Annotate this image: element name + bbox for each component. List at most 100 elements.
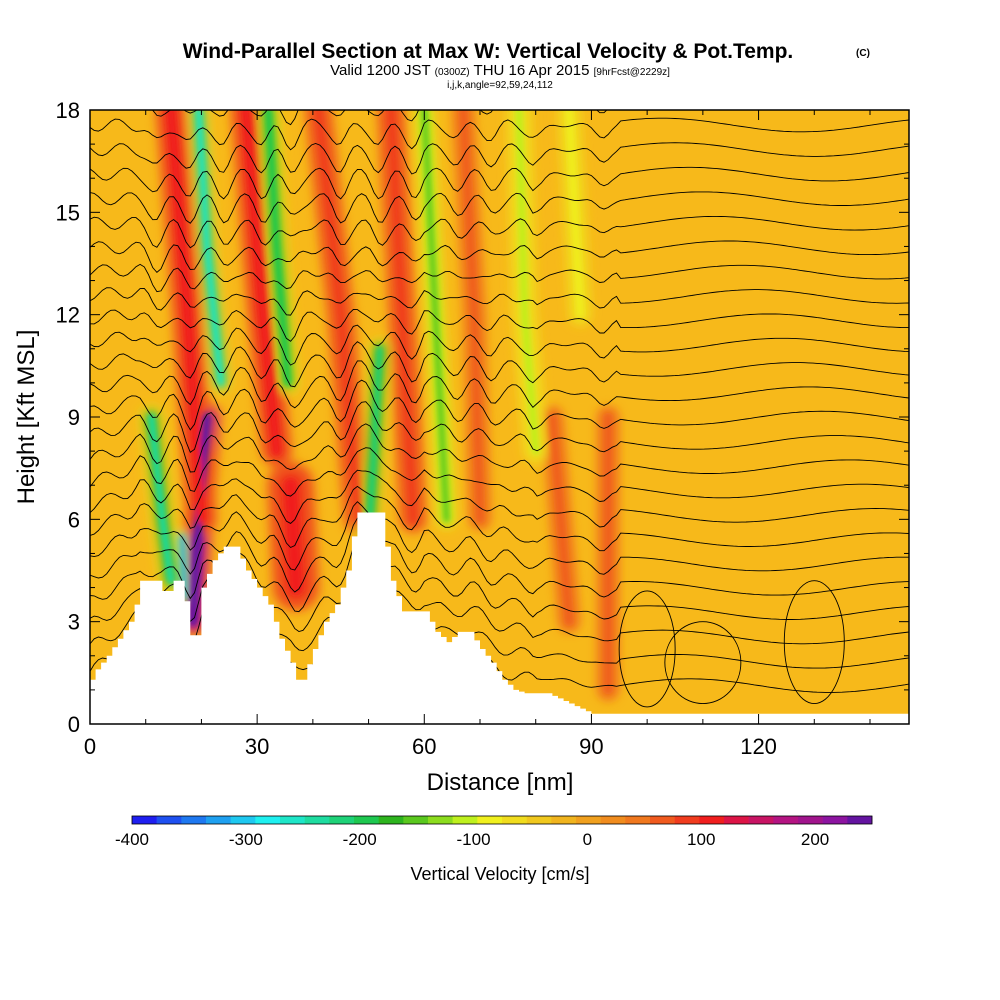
isentrope-line xyxy=(90,324,909,366)
colorbar-swatch xyxy=(206,816,231,824)
colorbar-tick-label: 0 xyxy=(583,830,592,849)
y-tick-label: 18 xyxy=(56,98,80,123)
colorbar-swatch xyxy=(773,816,799,824)
isentrope-line xyxy=(90,485,909,552)
plot-area xyxy=(90,110,909,724)
isentrope-line xyxy=(90,379,909,431)
downdraft-core xyxy=(147,413,175,585)
y-axis: 0 3 6 9 12 15 18 xyxy=(56,98,909,737)
x-axis: 0 30 60 90 120 xyxy=(84,110,871,759)
copyright-mark: (C) xyxy=(856,48,870,59)
chart-title: Wind-Parallel Section at Max W: Vertical… xyxy=(183,40,794,63)
colorbar-tick-label: -300 xyxy=(229,830,263,849)
y-tick-label: 9 xyxy=(68,405,80,430)
isentrope-line xyxy=(90,447,909,502)
isentrope-line xyxy=(90,240,909,274)
isentrope-line xyxy=(90,191,909,224)
isentrope-line xyxy=(90,341,909,388)
colorbar-swatch xyxy=(156,816,182,824)
x-tick-label: 90 xyxy=(579,734,603,759)
x-tick-label: 0 xyxy=(84,734,96,759)
isentrope-line xyxy=(90,401,909,453)
x-tick-label: 30 xyxy=(245,734,269,759)
colorbar-swatch xyxy=(798,816,823,824)
x-tick-label: 60 xyxy=(412,734,436,759)
y-tick-label: 6 xyxy=(68,507,80,532)
isentrope-line xyxy=(90,215,909,249)
colorbar-swatch xyxy=(428,816,453,824)
subtitle-date: THU 16 Apr 2015 xyxy=(474,62,590,79)
colorbar-swatch xyxy=(255,816,281,824)
colorbar-swatch xyxy=(403,816,429,824)
colorbar-swatch xyxy=(674,816,700,824)
colorbar-swatch xyxy=(822,816,848,824)
colorbar-swatch xyxy=(576,816,601,824)
colorbar-tick-label: 100 xyxy=(687,830,715,849)
downdraft-core xyxy=(421,110,450,523)
colorbar-swatch xyxy=(847,816,873,824)
colorbar-swatch xyxy=(502,816,527,824)
isentrope-line xyxy=(90,142,909,175)
isentrope-line xyxy=(90,423,909,477)
colorbar-frame xyxy=(131,815,873,825)
colorbar-swatch xyxy=(452,816,478,824)
colorbar-tick-label: -100 xyxy=(457,830,491,849)
colorbar-swatch xyxy=(699,816,725,824)
colorbar-swatch xyxy=(600,816,626,824)
colorbar-swatch xyxy=(329,816,355,824)
low-level-contour xyxy=(783,580,845,704)
terrain-mask xyxy=(90,512,909,724)
subtitle-forecast: [9hrFcst@2229z] xyxy=(594,67,671,78)
colorbar-swatch xyxy=(230,816,256,824)
colorbar-swatch xyxy=(748,816,774,824)
downdraft-core xyxy=(365,345,383,540)
colorbar: -400 -300 -200 -100 0 100 200 xyxy=(115,815,873,849)
colorbar-swatch xyxy=(378,816,404,824)
colorbar-swatch xyxy=(551,816,577,824)
subtitle-valid: Valid 1200 JST xyxy=(330,62,430,79)
updraft-core xyxy=(314,110,362,524)
colorbar-swatch xyxy=(132,816,157,824)
isentrope-line xyxy=(90,263,909,293)
colorbar-tick-label: 200 xyxy=(801,830,829,849)
isentrope-line xyxy=(90,469,909,528)
colorbar-swatch xyxy=(304,816,330,824)
isentrope-line xyxy=(90,166,909,200)
updraft-core xyxy=(283,478,303,595)
chart-indices: i,j,k,angle=92,59,24,112 xyxy=(447,80,553,91)
x-tick-label: 120 xyxy=(740,734,777,759)
isentrope-line xyxy=(90,309,909,342)
downdraft-core xyxy=(566,110,584,318)
y-tick-label: 15 xyxy=(56,200,80,225)
isentrope-line xyxy=(90,501,909,575)
isentrope-line xyxy=(90,360,909,409)
colorbar-swatch xyxy=(526,816,552,824)
y-tick-label: 0 xyxy=(68,712,80,737)
isentrope-line xyxy=(90,117,909,151)
updraft-core xyxy=(166,110,206,524)
colorbar-tick-label: -200 xyxy=(343,830,377,849)
isentrope-line xyxy=(152,110,608,126)
colorbar-swatch xyxy=(650,816,675,824)
isentrope-line xyxy=(90,287,909,316)
colorbar-swatch xyxy=(354,816,379,824)
y-tick-label: 12 xyxy=(56,303,80,328)
colorbar-swatch xyxy=(477,816,503,824)
colorbar-swatch xyxy=(724,816,749,824)
low-level-contour xyxy=(618,590,676,708)
colorbar-swatch xyxy=(181,816,207,824)
isentrope-line xyxy=(90,517,909,598)
low-level-contour xyxy=(664,621,742,704)
y-axis-label: Height [Kft MSL] xyxy=(13,330,40,505)
velocity-cores xyxy=(147,110,611,693)
updraft-core xyxy=(241,110,282,456)
x-axis-label: Distance [nm] xyxy=(427,769,574,796)
chart-subtitle: Valid 1200 JST (0300Z) THU 16 Apr 2015 [… xyxy=(330,62,670,79)
colorbar-tick-label: -400 xyxy=(115,830,149,849)
colorbar-label: Vertical Velocity [cm/s] xyxy=(410,864,589,884)
y-tick-label: 3 xyxy=(68,610,80,635)
downdraft-core xyxy=(195,110,224,386)
subtitle-utc: (0300Z) xyxy=(435,67,470,78)
colorbar-swatch xyxy=(625,816,651,824)
